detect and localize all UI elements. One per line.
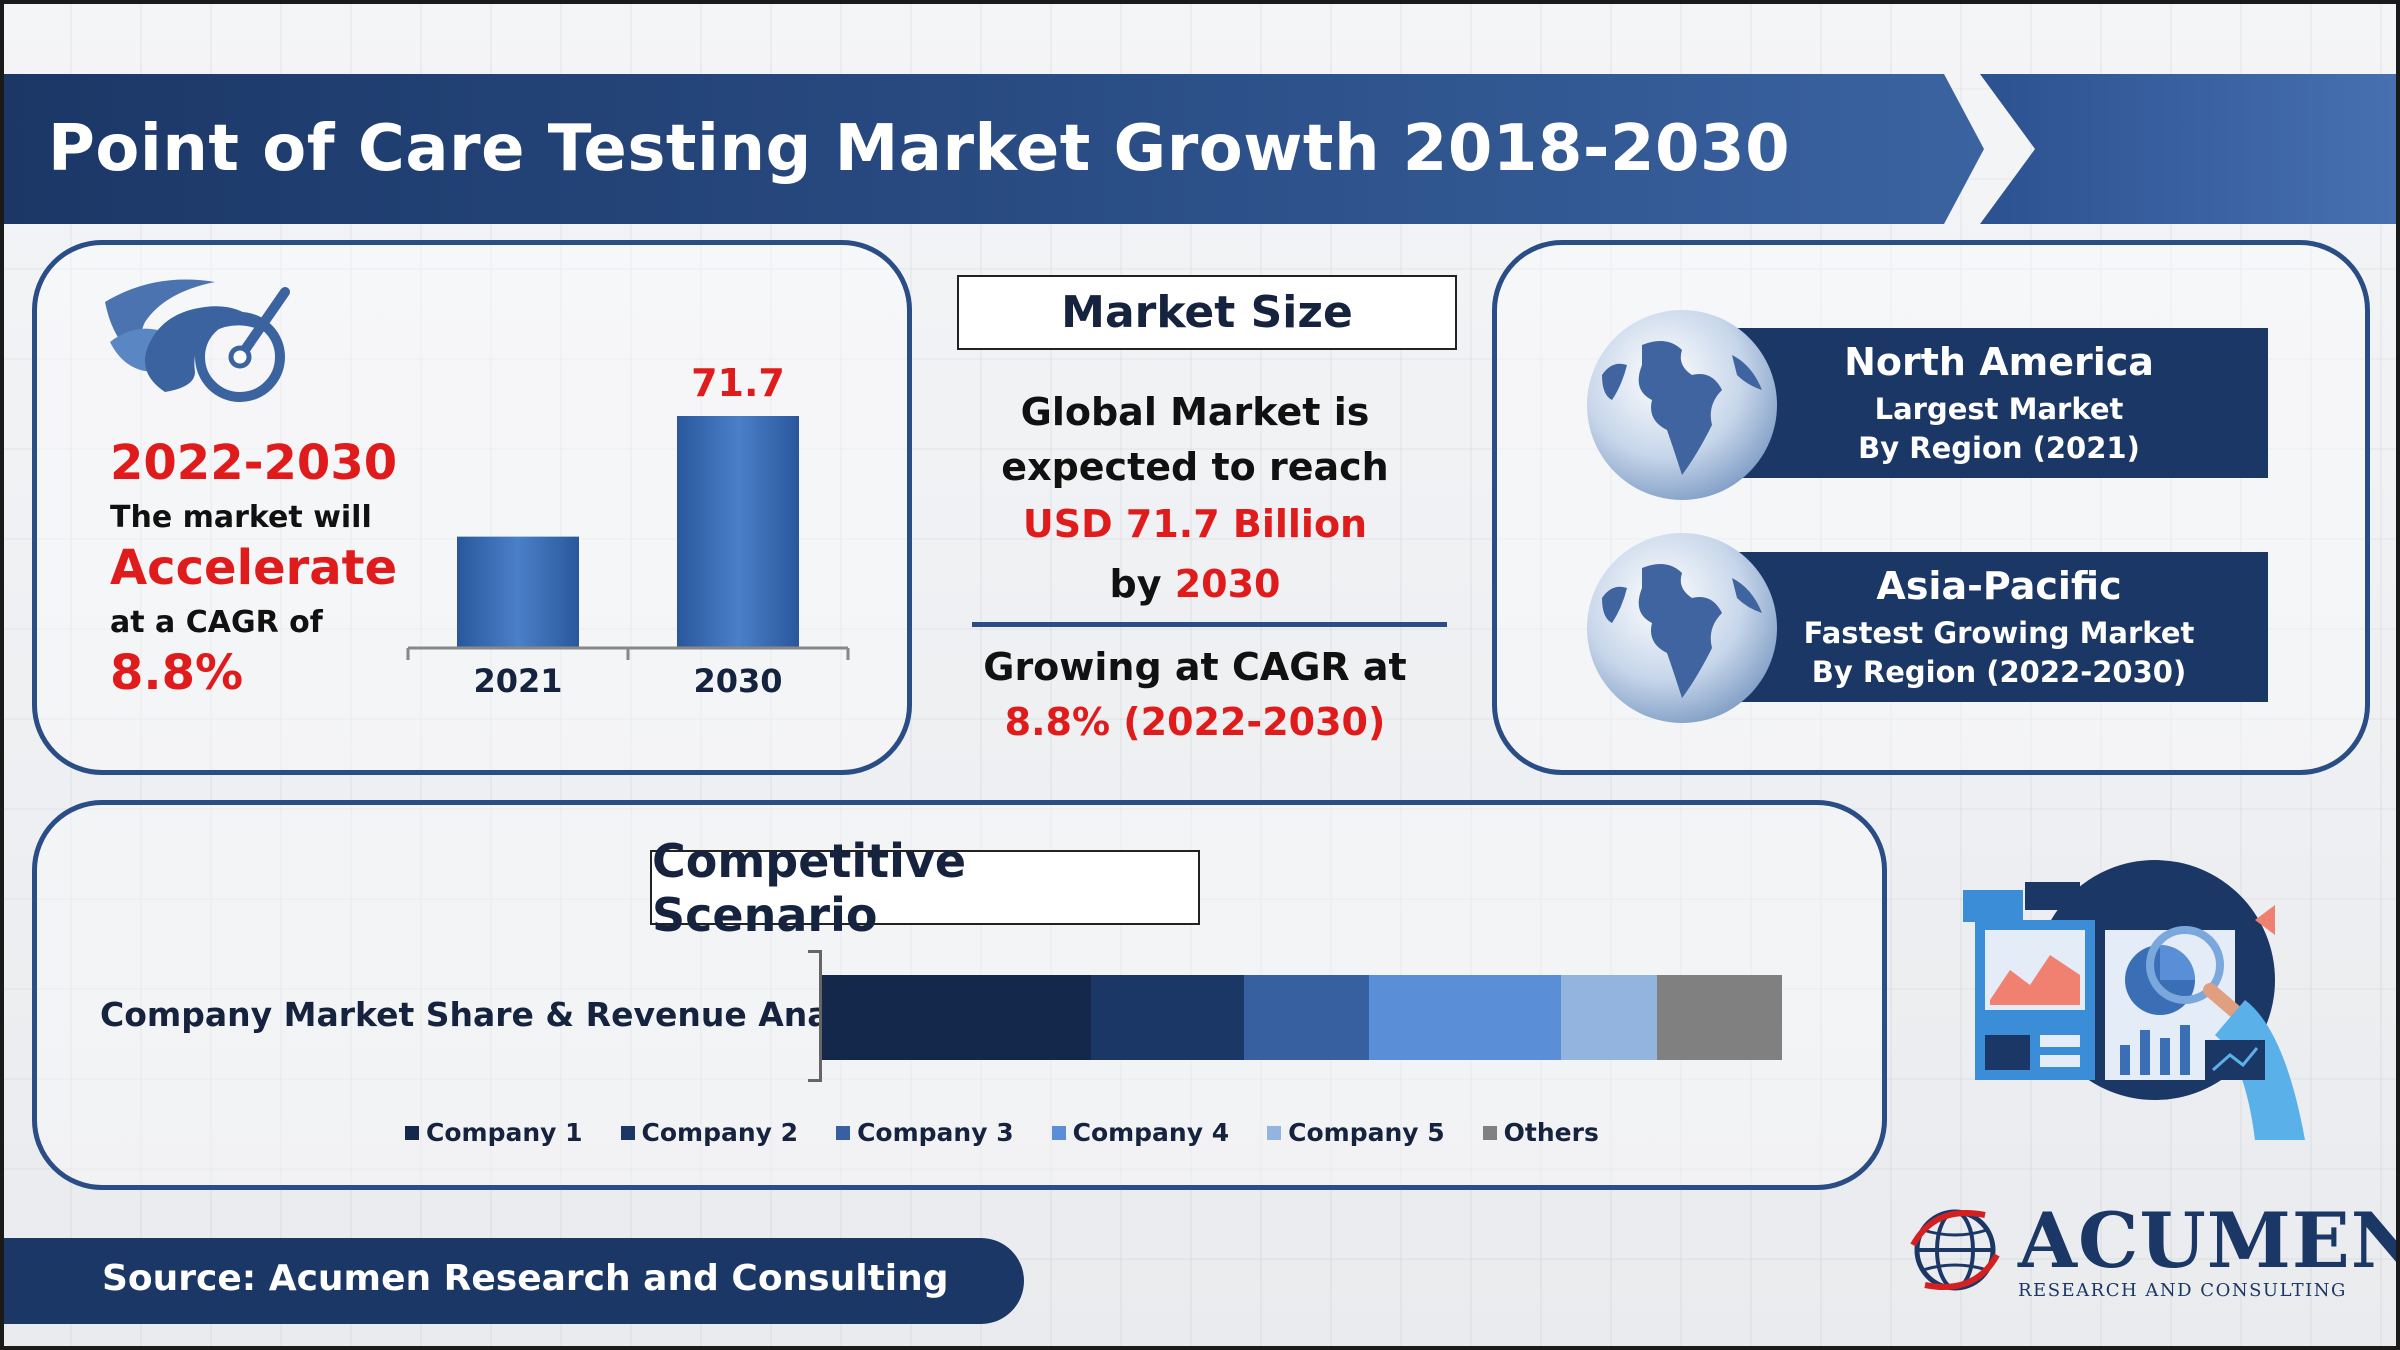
x-tick-label: 2021	[473, 662, 562, 700]
region-asia-pacific: Asia-Pacific Fastest Growing Market By Re…	[1730, 552, 2268, 702]
header-arrow	[1980, 74, 2396, 224]
market-divider	[972, 622, 1447, 627]
legend-swatch	[1267, 1125, 1282, 1140]
legend-label: Others	[1503, 1118, 1599, 1147]
share-segment	[1090, 975, 1245, 1060]
legend-label: Company 3	[857, 1118, 1014, 1147]
share-segment	[1369, 975, 1562, 1060]
competitive-title: Competitive Scenario	[650, 834, 1200, 942]
growing-value: 8.8% (2022-2030)	[1004, 700, 1386, 744]
legend-swatch	[405, 1125, 419, 1140]
legend-swatch	[836, 1125, 851, 1140]
region-line-1: Largest Market	[1874, 392, 2124, 426]
market-bar-chart: 2021 2030 71.7	[406, 361, 850, 700]
legend-item: Company 2	[620, 1118, 799, 1147]
bar-2021	[457, 536, 579, 648]
header-banner	[4, 74, 1984, 224]
region-name: North America	[1844, 340, 2154, 384]
cagr-of-text: at a CAGR of	[110, 605, 323, 640]
market-value: USD 71.7 Billion	[1022, 502, 1368, 546]
source-bar	[4, 1238, 1024, 1324]
region-line-1: Fastest Growing Market	[1803, 616, 2195, 650]
market-will-text: The market will	[110, 500, 372, 535]
legend-label: Company 2	[641, 1118, 799, 1147]
legend-item: Company 1	[405, 1118, 583, 1147]
legend-swatch	[1482, 1125, 1497, 1140]
legend-item: Company 3	[836, 1118, 1014, 1147]
competitive-label: Company Market Share & Revenue Analysis	[100, 995, 913, 1034]
legend: Company 1 Company 2 Company 3 Company 4 Comp…	[405, 1118, 1599, 1147]
x-tick-label: 2030	[693, 662, 782, 700]
share-segment	[1561, 975, 1658, 1060]
source-text: Source: Acumen Research and Consulting	[102, 1258, 949, 1299]
logo-name: ACUMEN	[2018, 1196, 2400, 1285]
market-size-title: Market Size	[957, 275, 1457, 350]
globe-icon	[1587, 533, 1777, 723]
market-line-1: Global Market is	[1020, 390, 1370, 434]
legend-label: Company 1	[426, 1118, 583, 1147]
market-by-year: by 2030	[940, 562, 1450, 606]
legend-item: Others	[1482, 1118, 1599, 1147]
legend-item: Company 5	[1267, 1118, 1445, 1147]
legend-label: Company 5	[1288, 1118, 1445, 1147]
range-text: 2022-2030	[110, 435, 398, 491]
growing-text: Growing at CAGR at	[983, 645, 1407, 689]
acumen-logo-icon	[1910, 1209, 2000, 1291]
legend-swatch	[1051, 1125, 1066, 1140]
speedometer-icon	[105, 279, 290, 402]
share-segment	[1657, 975, 1782, 1060]
page-title: Point of Care Testing Market Growth 2018…	[48, 112, 1791, 186]
bracket	[808, 950, 822, 1082]
data-label: 71.7	[691, 361, 785, 405]
legend-swatch	[620, 1125, 635, 1140]
analytics-illustration-icon	[1963, 860, 2305, 1140]
by-prefix: by	[1109, 562, 1175, 606]
by-year: 2030	[1174, 562, 1281, 606]
globe-icon	[1587, 310, 1777, 500]
share-segment	[1244, 975, 1370, 1060]
market-share-bar	[822, 975, 1782, 1060]
bar-2030	[677, 416, 799, 648]
region-line-2: By Region (2021)	[1858, 431, 2140, 466]
market-line-2: expected to reach	[1001, 445, 1389, 489]
logo-tagline: RESEARCH AND CONSULTING	[2018, 1280, 2347, 1301]
cagr-value: 8.8%	[110, 645, 244, 701]
region-north-america: North America Largest Market By Region (2…	[1730, 328, 2268, 478]
region-name: Asia-Pacific	[1876, 564, 2122, 608]
legend-label: Company 4	[1072, 1118, 1230, 1147]
accelerate-text: Accelerate	[110, 540, 398, 596]
region-line-2: By Region (2022-2030)	[1811, 655, 2187, 690]
legend-item: Company 4	[1051, 1118, 1230, 1147]
share-segment	[822, 975, 1091, 1060]
